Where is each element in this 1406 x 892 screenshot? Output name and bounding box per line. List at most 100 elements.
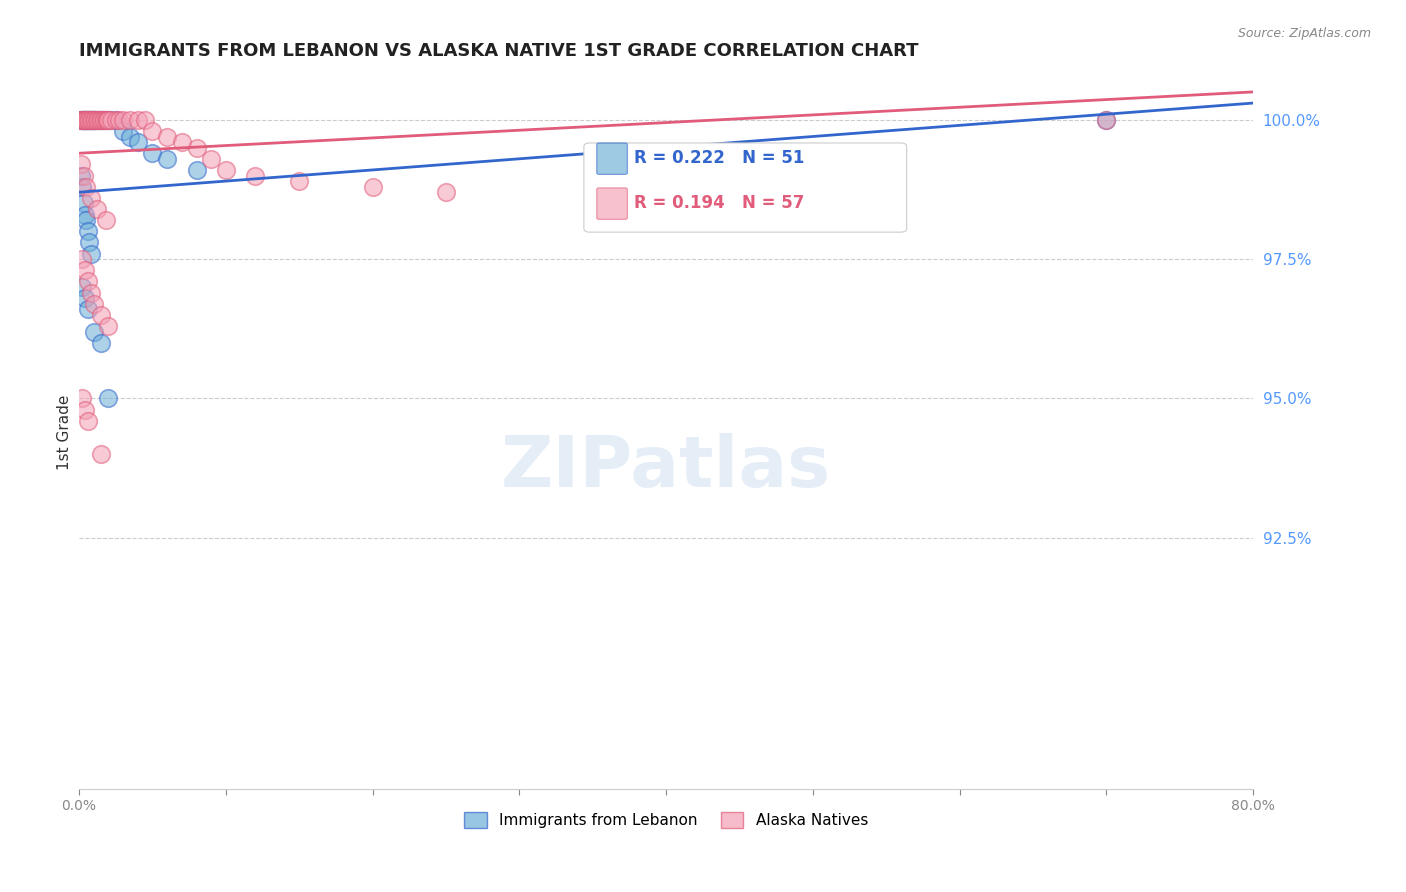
Point [90, 308, 112, 322]
Point [112, 112, 135, 127]
Point [87, 112, 110, 127]
Point [141, 146, 163, 161]
Point [87, 112, 110, 127]
Point [75, 112, 97, 127]
Point [70, 280, 93, 294]
Point [186, 141, 208, 155]
Point [72, 112, 94, 127]
Point [69, 112, 91, 127]
Point [79, 235, 101, 250]
Point [77, 274, 100, 288]
Point [94, 213, 117, 227]
Point [170, 135, 193, 149]
Point [97, 318, 120, 333]
Point [93, 112, 115, 127]
Point [83, 296, 105, 310]
Point [86, 112, 108, 127]
Point [97, 112, 120, 127]
Point [186, 163, 208, 178]
Point [80, 246, 103, 260]
Point [75, 179, 97, 194]
FancyBboxPatch shape [596, 188, 627, 219]
Point [73, 112, 96, 127]
FancyBboxPatch shape [596, 143, 627, 174]
Point [434, 186, 457, 200]
Legend: Immigrants from Lebanon, Alaska Natives: Immigrants from Lebanon, Alaska Natives [458, 806, 875, 834]
Point [82, 112, 104, 127]
Point [120, 129, 142, 144]
Point [73, 112, 96, 127]
Point [361, 179, 384, 194]
Point [112, 124, 135, 138]
Point [79, 112, 101, 127]
Point [77, 414, 100, 428]
Point [90, 447, 112, 461]
Point [80, 112, 103, 127]
Point [77, 112, 100, 127]
Text: IMMIGRANTS FROM LEBANON VS ALASKA NATIVE 1ST GRADE CORRELATION CHART: IMMIGRANTS FROM LEBANON VS ALASKA NATIVE… [79, 42, 918, 60]
Point [94, 112, 117, 127]
Point [82, 112, 104, 127]
Point [79, 112, 101, 127]
Point [86, 112, 108, 127]
Point [100, 112, 122, 127]
Point [69, 169, 91, 183]
Point [70, 112, 93, 127]
Point [72, 112, 94, 127]
Point [156, 129, 179, 144]
Point [245, 169, 267, 183]
Point [90, 335, 112, 350]
Point [80, 285, 103, 300]
Point [86, 202, 108, 216]
Point [70, 179, 93, 194]
Point [83, 112, 105, 127]
Point [1095, 112, 1118, 127]
Point [75, 112, 97, 127]
Point [97, 112, 120, 127]
Point [77, 302, 100, 317]
Point [77, 224, 100, 238]
Point [156, 152, 179, 166]
Point [80, 191, 103, 205]
Point [69, 112, 91, 127]
Point [73, 402, 96, 417]
Y-axis label: 1st Grade: 1st Grade [58, 394, 72, 469]
Point [134, 112, 156, 127]
Point [77, 112, 100, 127]
Point [73, 291, 96, 305]
FancyBboxPatch shape [583, 143, 907, 232]
Text: Source: ZipAtlas.com: Source: ZipAtlas.com [1237, 27, 1371, 40]
Text: R = 0.194   N = 57: R = 0.194 N = 57 [634, 194, 804, 212]
Point [1095, 112, 1118, 127]
Point [94, 112, 117, 127]
Point [72, 112, 94, 127]
Point [288, 174, 311, 188]
Point [104, 112, 127, 127]
Point [90, 112, 112, 127]
Point [96, 112, 118, 127]
Point [70, 112, 93, 127]
Point [104, 112, 127, 127]
Point [127, 135, 149, 149]
Point [73, 112, 96, 127]
Text: R = 0.222   N = 51: R = 0.222 N = 51 [634, 149, 804, 167]
Point [97, 392, 120, 406]
Point [127, 112, 149, 127]
Point [91, 112, 114, 127]
Point [84, 112, 107, 127]
Point [89, 112, 111, 127]
Point [70, 392, 93, 406]
Point [801, 196, 824, 211]
Text: ZIPatlas: ZIPatlas [501, 433, 831, 502]
Point [69, 157, 91, 171]
Point [100, 112, 122, 127]
Point [107, 112, 129, 127]
Point [84, 112, 107, 127]
Point [82, 112, 104, 127]
Point [80, 112, 103, 127]
Point [75, 112, 97, 127]
Point [72, 169, 94, 183]
Point [70, 252, 93, 266]
Point [83, 112, 105, 127]
Point [80, 112, 103, 127]
